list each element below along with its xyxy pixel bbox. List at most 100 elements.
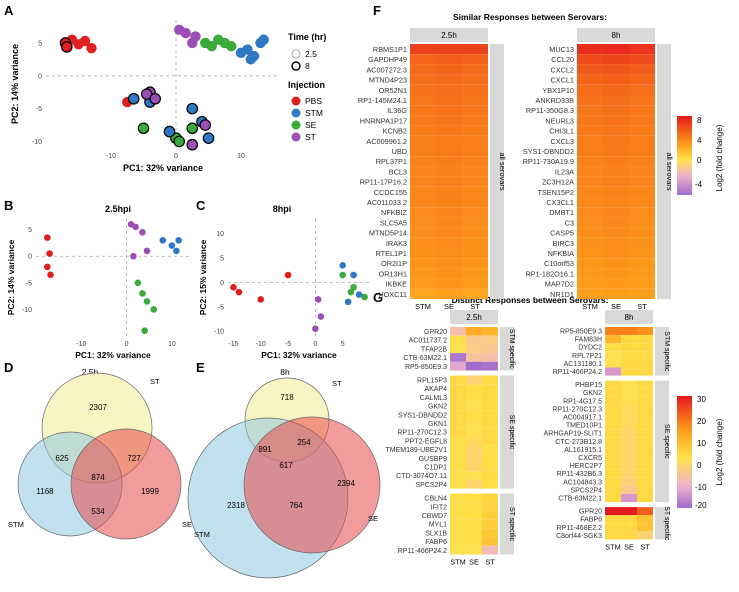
row-label: CTB-63M22.1 (403, 355, 447, 362)
point-stm (175, 236, 182, 244)
row-label: RP1-145M24.1 (358, 96, 407, 105)
heatmap-cell (466, 453, 482, 463)
column-label: STM (582, 302, 598, 311)
point-se (339, 271, 346, 279)
heatmap-cell (629, 74, 655, 85)
heatmap-cell (436, 95, 462, 106)
heatmap-cell (621, 469, 637, 478)
heatmap-cell (637, 327, 653, 336)
heatmap-cell (462, 268, 488, 279)
heatmap-cell (577, 207, 603, 218)
row-label: IL36G (387, 106, 407, 115)
row-label: C1DP1 (424, 464, 447, 471)
y-tick-label: -10 (214, 329, 224, 336)
heatmap-cell (436, 64, 462, 75)
heatmap-cell (603, 44, 629, 55)
heatmap-cell (637, 437, 653, 446)
heatmap-cell (637, 469, 653, 478)
heatmap-cell (466, 392, 482, 402)
point-se (173, 135, 186, 148)
heatmap-cell (450, 445, 466, 454)
heatmap-cell (629, 135, 655, 146)
heatmap-cell (450, 375, 466, 385)
heatmap-cell (410, 156, 436, 167)
heatmap-cell (629, 115, 655, 126)
venn-e-stm-se: 764 (289, 501, 303, 510)
row-label: RPL15P3 (417, 377, 447, 384)
heatmap-cell (629, 248, 655, 259)
row-label: ANKRD33B (535, 96, 574, 105)
legend-se-label: SE (305, 120, 317, 130)
row-label: NEURL3 (545, 116, 574, 125)
group-strip-label: STM specific (508, 329, 515, 370)
heatmap-cell (629, 105, 655, 116)
panel-letter-a: A (4, 3, 14, 18)
row-label: RP1-4G17.5 (563, 398, 602, 405)
panel-letter-g: G (373, 290, 383, 305)
colorbar-f-bar (677, 116, 692, 195)
heatmap-cell (410, 176, 436, 187)
x-tick-label: 0 (174, 153, 178, 160)
facet-strip-8h (577, 28, 655, 42)
heatmap-cell (637, 485, 653, 494)
legend-pbs-marker (291, 96, 301, 106)
venn-e: 8h ST STM SE 718 2318 2394 891 254 764 6… (187, 367, 381, 579)
heatmap-cell (577, 166, 603, 177)
heatmap-cell (436, 227, 462, 238)
heatmap-cell (410, 288, 436, 299)
point-st (314, 296, 322, 303)
row-label: GPR20 (579, 509, 602, 516)
heatmap-cell (621, 453, 637, 462)
row-label: CBLN4 (424, 496, 447, 503)
venn-e-all: 617 (279, 461, 293, 470)
column-label: SE (624, 543, 634, 552)
facet-label-2_5h: 2.5h (441, 31, 457, 40)
heatmap-cell (462, 95, 488, 106)
heatmap-cell (462, 207, 488, 218)
heatmap-cell (462, 237, 488, 248)
colorbar-f-tick-3: -4 (695, 180, 703, 189)
heatmap-cell (466, 375, 482, 385)
row-label: CBWD7 (422, 513, 447, 520)
y-tick-label: 5 (38, 40, 42, 47)
panel-letter-b: B (4, 198, 13, 213)
point-stm (127, 92, 140, 105)
heatmap-cell (577, 258, 603, 269)
panel-letter-d: D (4, 360, 13, 375)
colorbar-f: 8 4 0 -4 Log2 (fold change) (677, 116, 724, 195)
heatmap-cell (410, 44, 436, 55)
column-label: ST (640, 543, 650, 552)
chart-marks: -10 0 10 5 0 -5 -10 PC1: 32% variance PC2: 14% v… (6, 20, 674, 567)
heatmap-cell (462, 115, 488, 126)
heatmap-cell (410, 115, 436, 126)
legend-injection-title: Injection (288, 80, 325, 90)
heatmap-cell (629, 156, 655, 167)
point-pbs (235, 288, 243, 296)
group-strip-label: SE specific (663, 424, 670, 459)
heatmap-cell (605, 453, 621, 462)
row-label: NFKBIZ (381, 208, 407, 217)
heatmap-cell (637, 388, 653, 397)
heatmap-cell (603, 125, 629, 136)
column-label: ST (637, 302, 647, 311)
heatmap-cell (605, 485, 621, 494)
heatmap-cell (577, 74, 603, 85)
heatmap-cell (605, 413, 621, 422)
heatmap-cell (577, 278, 603, 289)
colorbar-g-title: Log2 (fold change) (715, 418, 724, 485)
heatmap-cell (621, 367, 637, 376)
heatmap-cell (450, 427, 466, 437)
heatmap-cell (410, 207, 436, 218)
heatmap-cell (621, 477, 637, 486)
point-pbs (73, 39, 84, 50)
point-se (150, 306, 158, 313)
x-tick-label: -10 (76, 341, 86, 348)
heatmap-cell (450, 519, 466, 529)
row-label: ZC3H12A (542, 178, 574, 187)
heatmap-cell (629, 258, 655, 269)
group-strip-label: STM specific (663, 331, 670, 372)
row-label: GAPDHP49 (368, 55, 407, 64)
y-tick-label: -10 (32, 139, 42, 146)
x-tick-label: -10 (106, 153, 116, 160)
row-label: PHBP15 (575, 382, 602, 389)
